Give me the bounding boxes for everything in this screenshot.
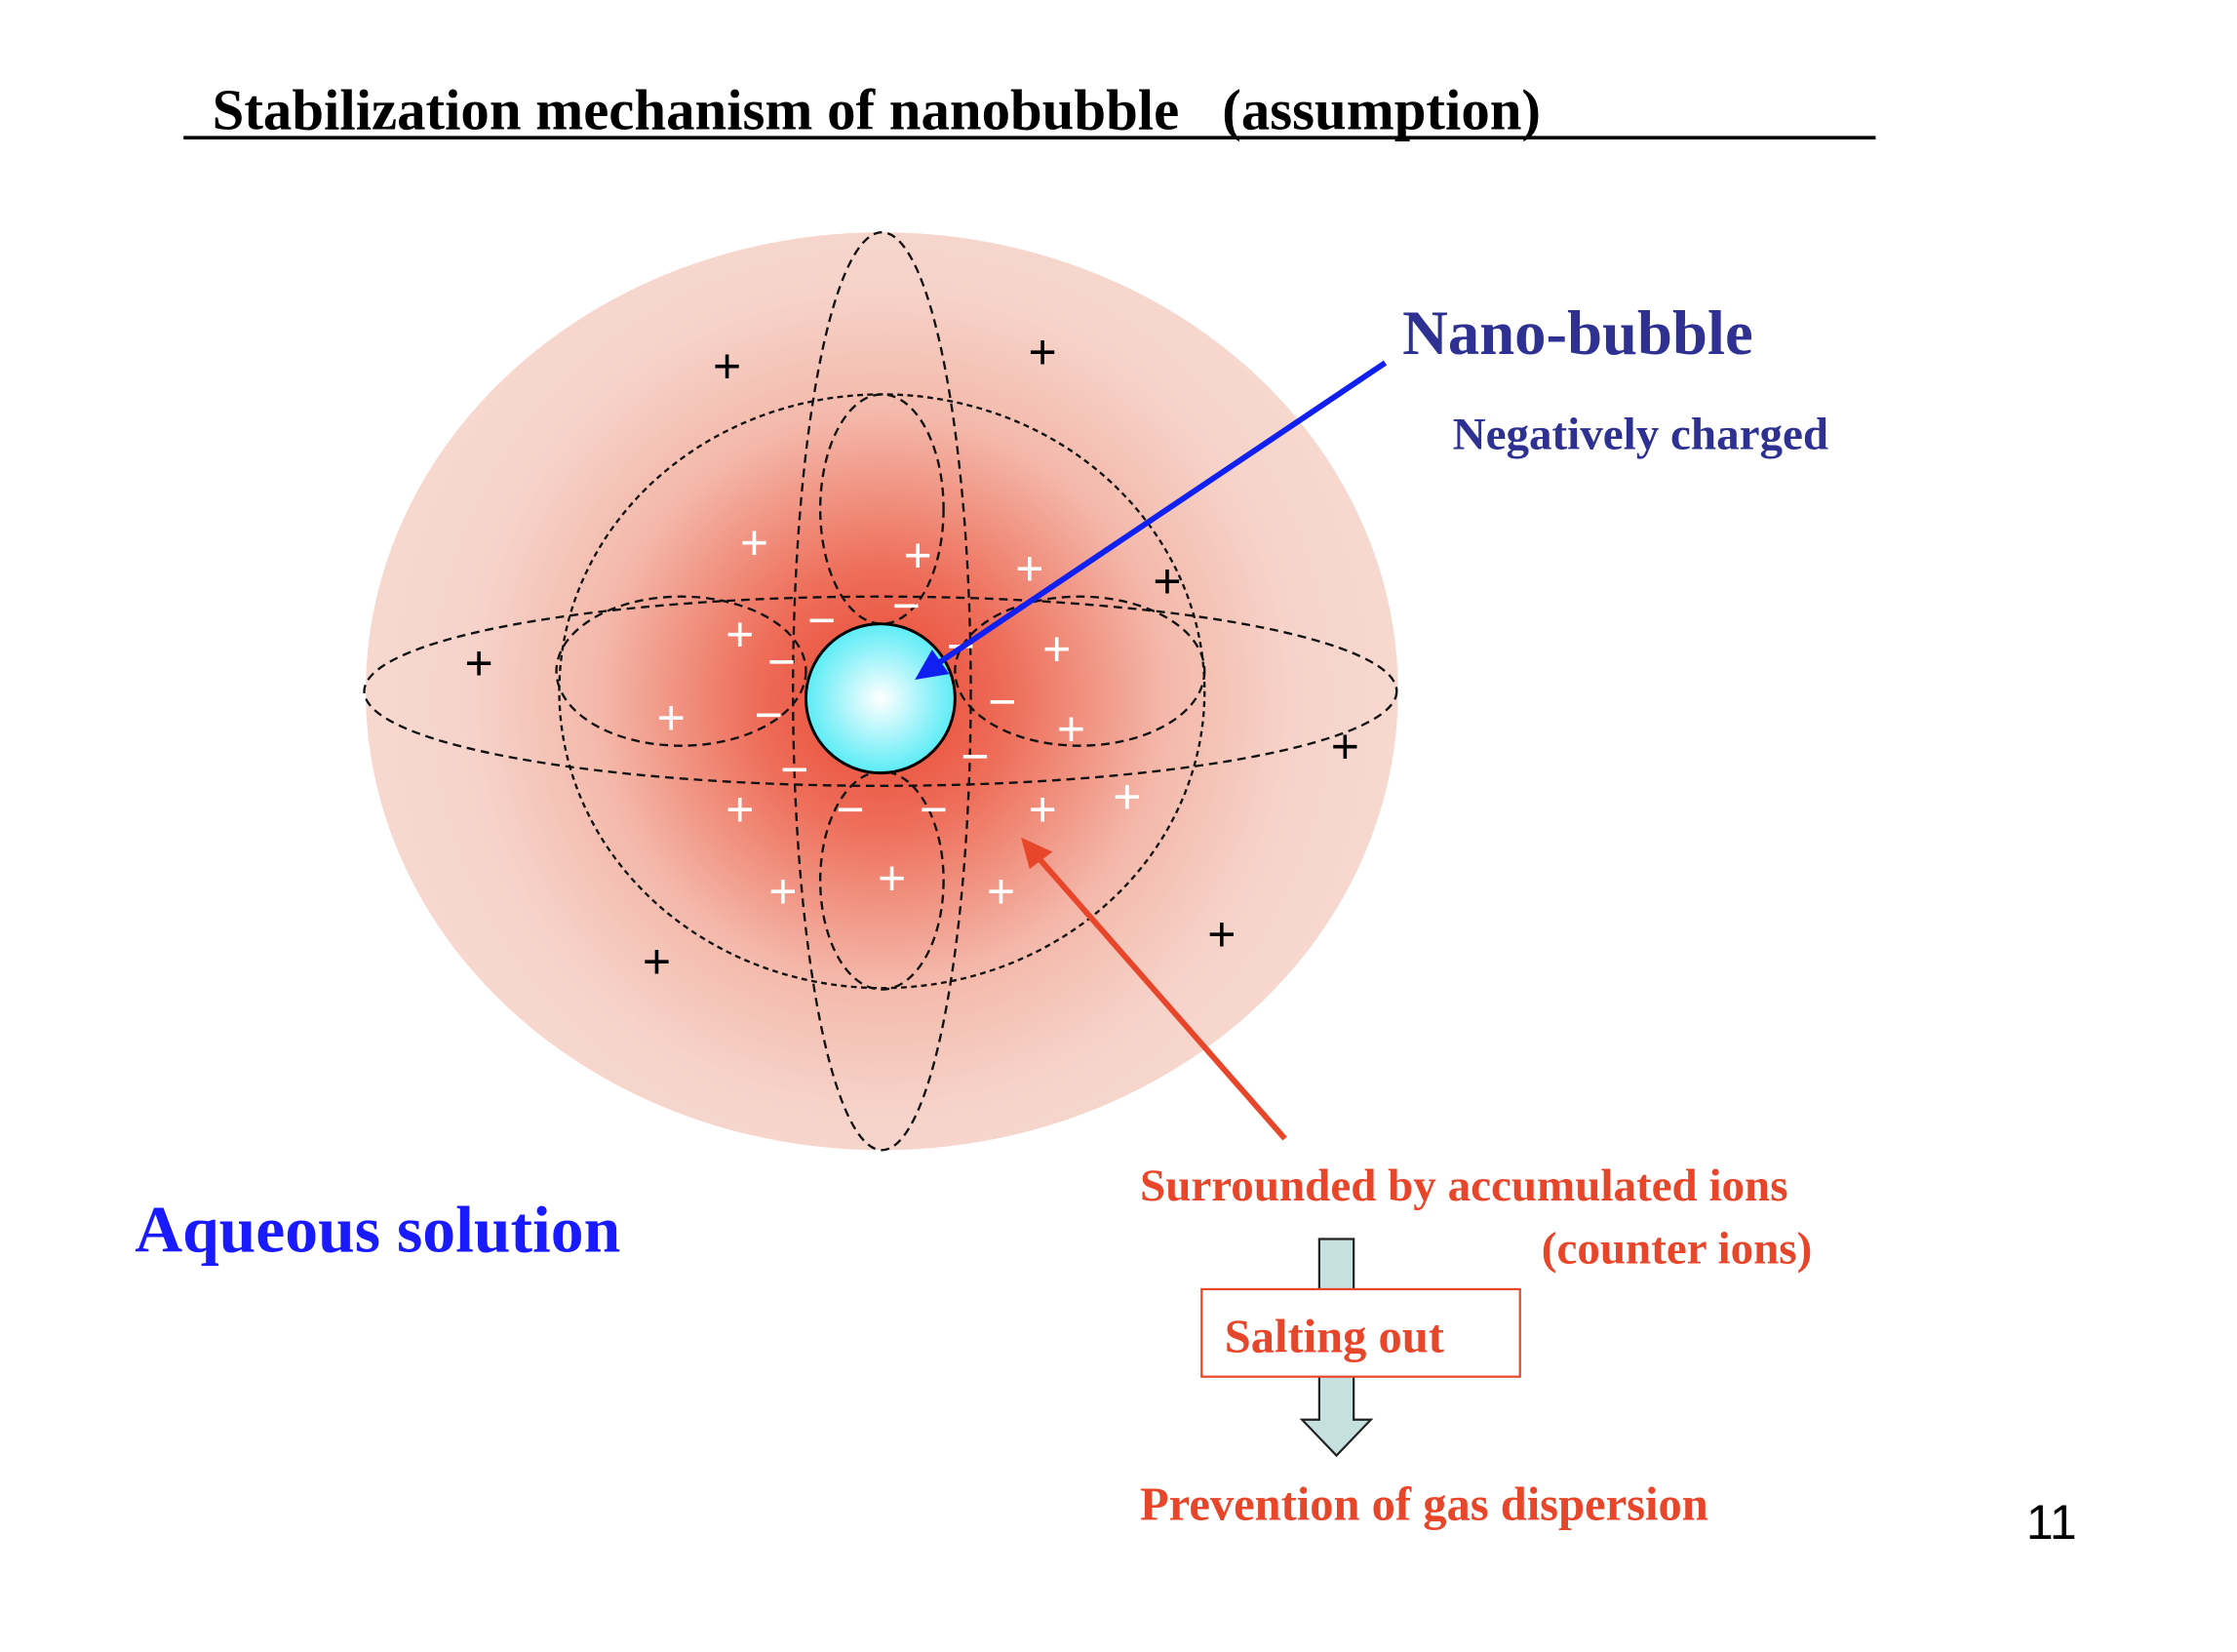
ions: ++++++++++++++++++++−−−−−−−−−− — [465, 325, 1359, 989]
positive-ion-inner: + — [904, 529, 932, 583]
counter-ions-label: (counter ions) — [1542, 1223, 1812, 1274]
nano-bubble — [804, 622, 957, 775]
negative-charge: − — [807, 593, 836, 648]
counter-ions-arrowhead — [1021, 837, 1053, 870]
negative-charge: − — [892, 578, 921, 633]
negative-charge: − — [920, 782, 948, 837]
positive-ion-inner: + — [740, 515, 768, 570]
positive-ion-inner: + — [1042, 621, 1071, 676]
positive-ion-inner: + — [726, 782, 754, 837]
positive-ion-outer: + — [465, 636, 493, 690]
positive-ion-outer: + — [1331, 719, 1359, 773]
positive-ion-inner: + — [878, 851, 906, 906]
positive-ion-inner: + — [726, 608, 754, 662]
positive-ion-inner: + — [768, 864, 797, 919]
nano-bubble-arrowhead — [915, 649, 950, 681]
positive-ion-outer: + — [1207, 907, 1236, 962]
field-line-left-inner — [555, 595, 807, 747]
surrounded-label: Surrounded by accumulated ions — [1140, 1160, 1787, 1211]
aqueous-solution-label: Aqueous solution — [135, 1194, 620, 1267]
field-line-top-inner — [818, 393, 945, 625]
positive-ion-outer: + — [643, 934, 671, 989]
page-number: 11 — [2026, 1495, 2077, 1550]
positive-ion-outer: + — [713, 339, 741, 394]
field-line-right-inner — [954, 595, 1206, 747]
negative-charge: − — [988, 675, 1016, 729]
negative-charge: − — [755, 688, 783, 742]
positive-ion-inner: + — [1057, 702, 1085, 757]
field-line-horizontal-outer — [363, 595, 1398, 788]
positive-ion-inner: + — [1028, 782, 1056, 837]
negative-charge: − — [780, 742, 808, 797]
field-lines — [363, 231, 1398, 1152]
negative-charge: − — [767, 635, 796, 689]
salting-out-box — [1200, 1287, 1521, 1378]
field-line-vertical-outer — [792, 231, 972, 1152]
negatively-charged-label: Negatively charged — [1453, 409, 1828, 459]
nano-bubble-label: Nano-bubble — [1402, 297, 1753, 368]
page-title: Stabilization mechanism of nanobubble (a… — [183, 78, 1541, 141]
nano-bubble-arrow — [933, 360, 1388, 668]
positive-ion-outer: + — [1028, 325, 1056, 379]
prevention-label: Prevention of gas dispersion — [1140, 1479, 1708, 1531]
positive-ion-inner: + — [987, 864, 1015, 919]
positive-ion-inner: + — [1015, 541, 1043, 596]
negative-charge: − — [836, 782, 864, 837]
positive-ion-inner: + — [1113, 769, 1141, 824]
field-line-circle — [558, 393, 1206, 990]
negative-charge: − — [961, 729, 989, 784]
salting-out-label: Salting out — [1225, 1312, 1444, 1363]
positive-ion-inner: + — [657, 690, 686, 745]
counter-ions-arrow — [1036, 855, 1287, 1141]
positive-ion-outer: + — [1153, 554, 1181, 609]
